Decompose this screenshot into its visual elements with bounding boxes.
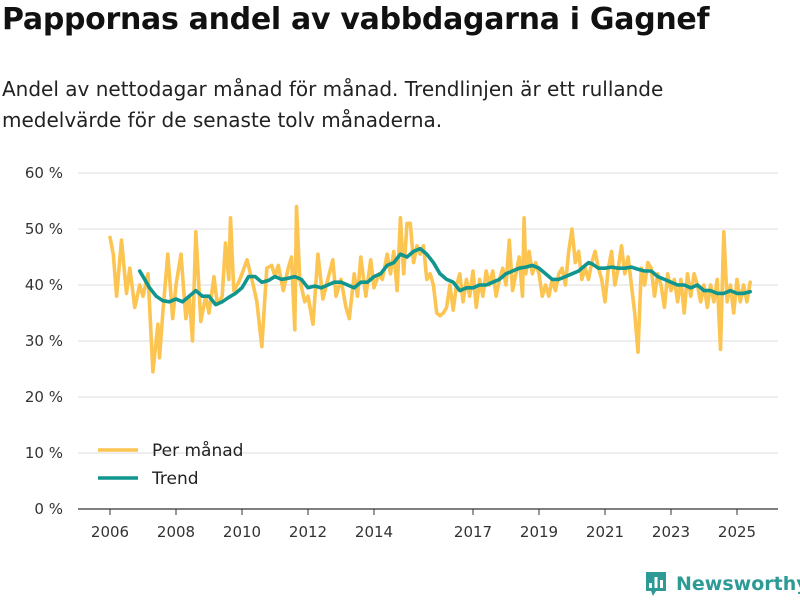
y-tick-label: 20 % [25,388,63,406]
brand-logo: Newsworthy [644,569,800,599]
grid-lines [78,172,778,454]
brand-name: Newsworthy [676,573,800,595]
y-tick-label: 60 % [25,164,63,182]
series-lines [108,204,752,374]
y-tick-label: 0 % [34,500,63,518]
series-line-per-manad [108,204,752,374]
legend: Per månad Trend [98,440,243,489]
y-tick-label: 30 % [25,332,63,350]
x-tick-label: 2025 [718,523,756,541]
series-line-trend [137,246,752,307]
x-tick-label: 2017 [454,523,492,541]
x-tick-label: 2006 [91,523,129,541]
axes: 0 % 10 % 20 % 30 % 40 % 50 % 60 % 2006 2008 2010 2… [25,164,778,541]
x-tick-label: 2014 [355,523,393,541]
legend-label: Per månad [152,440,243,461]
legend-label: Trend [151,469,199,489]
y-tick-label: 10 % [25,444,63,462]
x-tick-label: 2010 [223,523,261,541]
x-tick-label: 2019 [520,523,558,541]
chart-title: Pappornas andel av vabbdagarna i Gagnef [2,2,710,37]
x-tick-label: 2021 [586,523,624,541]
y-tick-label: 50 % [25,220,63,238]
y-tick-label: 40 % [25,276,63,294]
x-tick-label: 2012 [289,523,327,541]
chart-subtitle: Andel av nettodagar månad för månad. Tre… [2,77,664,132]
x-tick-label: 2023 [652,523,690,541]
newsworthy-logo-icon [646,571,666,596]
x-tick-label: 2008 [157,523,195,541]
